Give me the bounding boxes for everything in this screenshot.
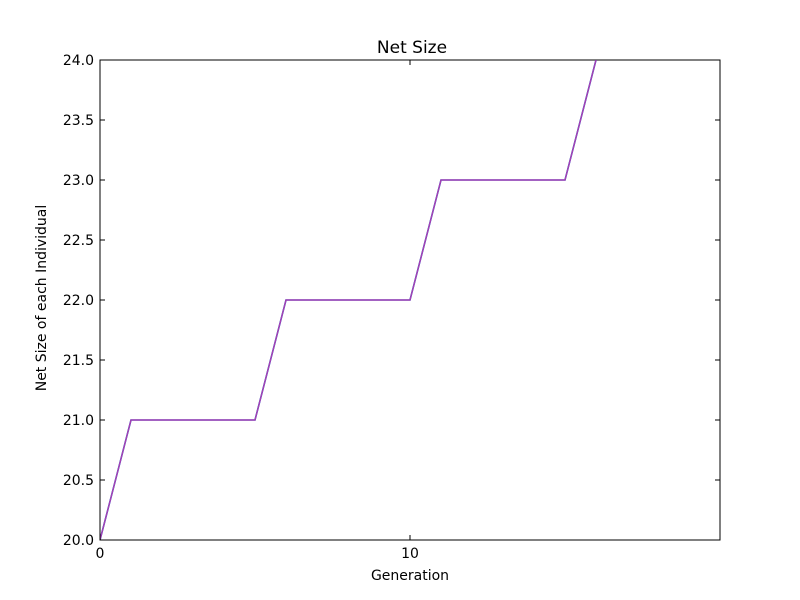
x-axis: 0 10 [96, 60, 419, 562]
y-axis-label: Net Size of each Individual [34, 205, 50, 392]
y-axis: 20.0 20.5 21.0 21.5 22.0 22.5 23.0 23.5 24.0 [63, 53, 720, 549]
plot-area [99, 59, 721, 541]
y-tick-label: 24.0 [63, 53, 94, 69]
chart-title: Net Size [377, 38, 447, 58]
y-tick-label: 22.5 [63, 233, 94, 249]
y-tick-label: 23.5 [63, 113, 94, 129]
series-layer [100, 60, 597, 540]
y-tick-label: 22.0 [63, 293, 94, 309]
x-tick-label: 10 [401, 546, 419, 562]
x-axis-label: Generation [371, 568, 449, 584]
x-tick-label: 0 [96, 546, 105, 562]
y-tick-label: 20.0 [63, 533, 94, 549]
y-tick-label: 21.5 [63, 353, 94, 369]
y-tick-label: 21.0 [63, 413, 94, 429]
series-line-2 [100, 60, 597, 540]
y-tick-label: 20.5 [63, 473, 94, 489]
y-tick-label: 23.0 [63, 173, 94, 189]
